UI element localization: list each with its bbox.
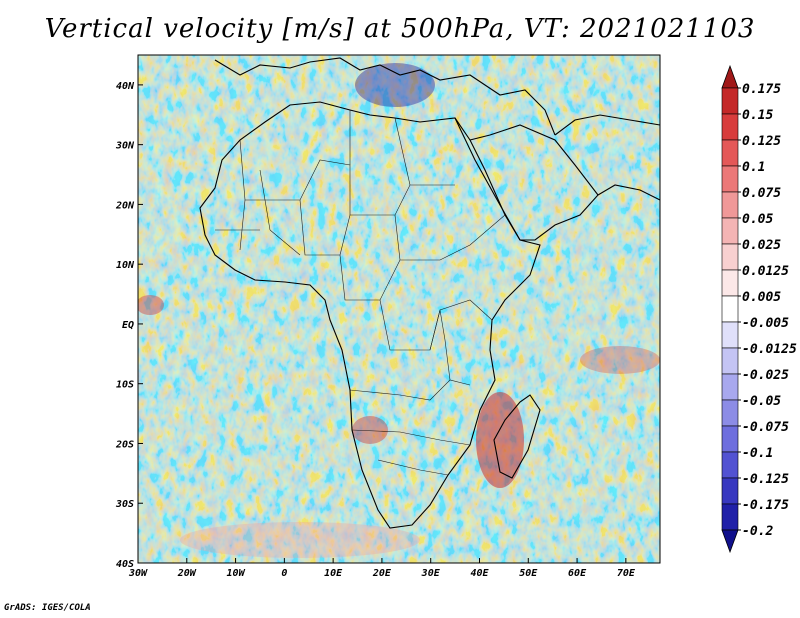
colorbar-label: -0.2 <box>742 524 773 539</box>
colorbar-swatch <box>721 425 739 453</box>
southern-africa-ascent <box>352 416 388 444</box>
colorbar-label: -0.1 <box>742 446 773 461</box>
lat-tick-label: 40S <box>116 559 134 570</box>
colorbar-label: 0.005 <box>742 290 781 305</box>
colorbar-label: -0.005 <box>742 316 789 331</box>
lon-tick-label: 10W <box>227 568 246 579</box>
lat-tick-label: 20N <box>115 200 135 211</box>
colorbar-swatch <box>721 217 739 245</box>
lat-tick-label: EQ <box>122 320 134 331</box>
lon-tick-label: 50E <box>519 568 538 579</box>
colorbar-swatch <box>721 165 739 193</box>
country-borders <box>215 110 506 476</box>
indian-ocean-ascent <box>580 346 660 374</box>
colorbar: 0.175 0.15 0.125 0.1 0.075 0.05 0.025 0.0125 0.0… <box>721 64 797 554</box>
map-title: Vertical velocity [m/s] at 500hPa, VT: 2… <box>44 14 756 44</box>
colorbar-max-arrow <box>721 64 739 89</box>
colorbar-label: 0.125 <box>742 134 781 149</box>
colorbar-label: 0.025 <box>742 238 781 253</box>
lat-tick-label: 10N <box>116 260 135 271</box>
lat-tick-label: 30S <box>115 499 134 510</box>
colorbar-label: -0.175 <box>742 498 789 513</box>
colorbar-label: 0.1 <box>742 160 765 175</box>
velocity-field <box>138 55 660 563</box>
colorbar-label: 0.075 <box>742 186 781 201</box>
lon-tick-label: 0 <box>281 568 287 579</box>
lat-tick-label: 30N <box>115 141 135 152</box>
colorbar-swatch <box>721 399 739 427</box>
colorbar-swatch <box>721 243 739 271</box>
lon-tick-label: 40E <box>470 568 489 579</box>
colorbar-swatch <box>721 113 739 141</box>
colorbar-min-arrow <box>721 529 739 554</box>
lat-tick-label: 10S <box>116 380 134 391</box>
colorbar-label: 0.05 <box>742 212 773 227</box>
credit-label: GrADS: IGES/COLA <box>4 603 91 613</box>
colorbar-label: -0.05 <box>742 394 781 409</box>
mediterranean-descent <box>355 63 435 107</box>
colorbar-swatch <box>721 503 739 531</box>
colorbar-swatch <box>721 269 739 297</box>
colorbar-label: 0.175 <box>742 82 781 97</box>
colorbar-label: 0.15 <box>742 108 773 123</box>
southern-band <box>180 522 420 558</box>
lon-tick-label: 30W <box>128 568 148 579</box>
colorbar-swatch <box>721 373 739 401</box>
colorbar-swatch <box>721 295 739 323</box>
colorbar-swatch <box>721 87 739 115</box>
map-frame <box>137 54 661 564</box>
colorbar-swatch <box>721 321 739 349</box>
axis-ticks: 30W 20W 10W 0 10E 20E 30E 40E 50E 60E 70E 40N 30N 20N… <box>115 81 636 579</box>
colorbar-swatch <box>721 139 739 167</box>
lon-tick-label: 20E <box>372 568 392 579</box>
lat-tick-label: 20S <box>115 439 134 450</box>
colorbar-label: 0.0125 <box>742 264 789 279</box>
lon-tick-label: 60E <box>568 568 587 579</box>
lon-tick-label: 30E <box>421 568 441 579</box>
colorbar-label: -0.0125 <box>742 342 797 357</box>
lon-tick-label: 70E <box>617 568 636 579</box>
lon-tick-label: 10E <box>324 568 343 579</box>
colorbar-label: -0.125 <box>742 472 789 487</box>
colorbar-swatch <box>721 347 739 375</box>
lon-tick-label: 20W <box>177 568 197 579</box>
coastlines <box>199 57 660 529</box>
madagascar-ascent <box>476 392 524 488</box>
atlantic-ascent <box>138 295 164 315</box>
colorbar-label: -0.075 <box>742 420 789 435</box>
colorbar-swatch <box>721 191 739 219</box>
colorbar-swatch <box>721 477 739 505</box>
colorbar-label: -0.025 <box>742 368 789 383</box>
lat-tick-label: 40N <box>116 81 135 92</box>
colorbar-swatch <box>721 451 739 479</box>
